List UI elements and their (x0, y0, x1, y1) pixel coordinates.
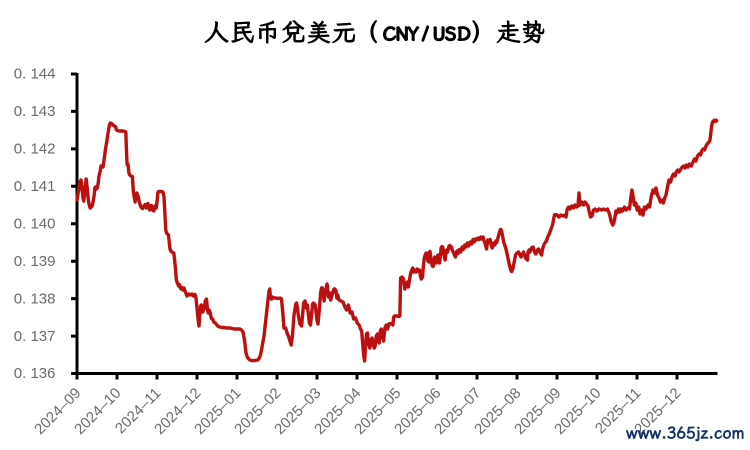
svg-text:0. 140: 0. 140 (14, 215, 56, 232)
svg-text:0. 138: 0. 138 (14, 290, 56, 307)
svg-text:0. 143: 0. 143 (14, 103, 56, 120)
svg-text:0. 142: 0. 142 (14, 141, 56, 158)
svg-text:0. 144: 0. 144 (14, 66, 56, 83)
svg-text:0. 139: 0. 139 (14, 253, 56, 270)
svg-text:0. 136: 0. 136 (14, 365, 56, 382)
svg-text:0. 141: 0. 141 (14, 178, 56, 195)
svg-text:0. 137: 0. 137 (14, 328, 56, 345)
